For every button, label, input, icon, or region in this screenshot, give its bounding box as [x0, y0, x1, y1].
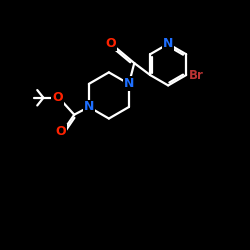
Text: O: O	[106, 37, 117, 50]
Text: N: N	[84, 100, 94, 114]
Text: N: N	[163, 37, 173, 50]
Text: O: O	[56, 125, 66, 138]
Text: Br: Br	[189, 68, 204, 82]
Text: N: N	[124, 78, 134, 90]
Text: O: O	[52, 91, 62, 104]
